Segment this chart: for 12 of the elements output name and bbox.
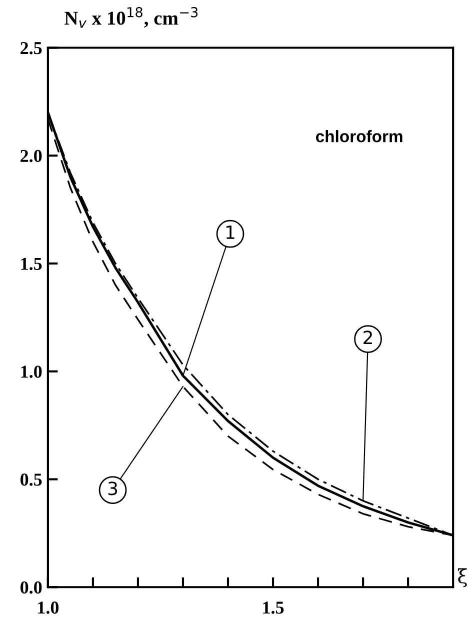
y-tick-label: 2.0	[20, 150, 42, 162]
text: 2	[364, 330, 372, 344]
y-tick-label: 0.5	[20, 474, 42, 486]
x-axis-title: ξ	[458, 568, 467, 588]
text: 1	[226, 226, 234, 239]
annotation: chloroform	[316, 130, 402, 142]
y-tick-label: 1.0	[21, 366, 42, 378]
y-tick-label: 0.0	[20, 581, 42, 594]
text: 3	[108, 482, 118, 496]
y-axis-title: N$_{v}$ x 10$^{18}$, cm$^{−3}$	[64, 7, 198, 28]
y-tick-label: 2.5	[20, 42, 42, 54]
y-tick-label: 1.5	[21, 258, 42, 270]
